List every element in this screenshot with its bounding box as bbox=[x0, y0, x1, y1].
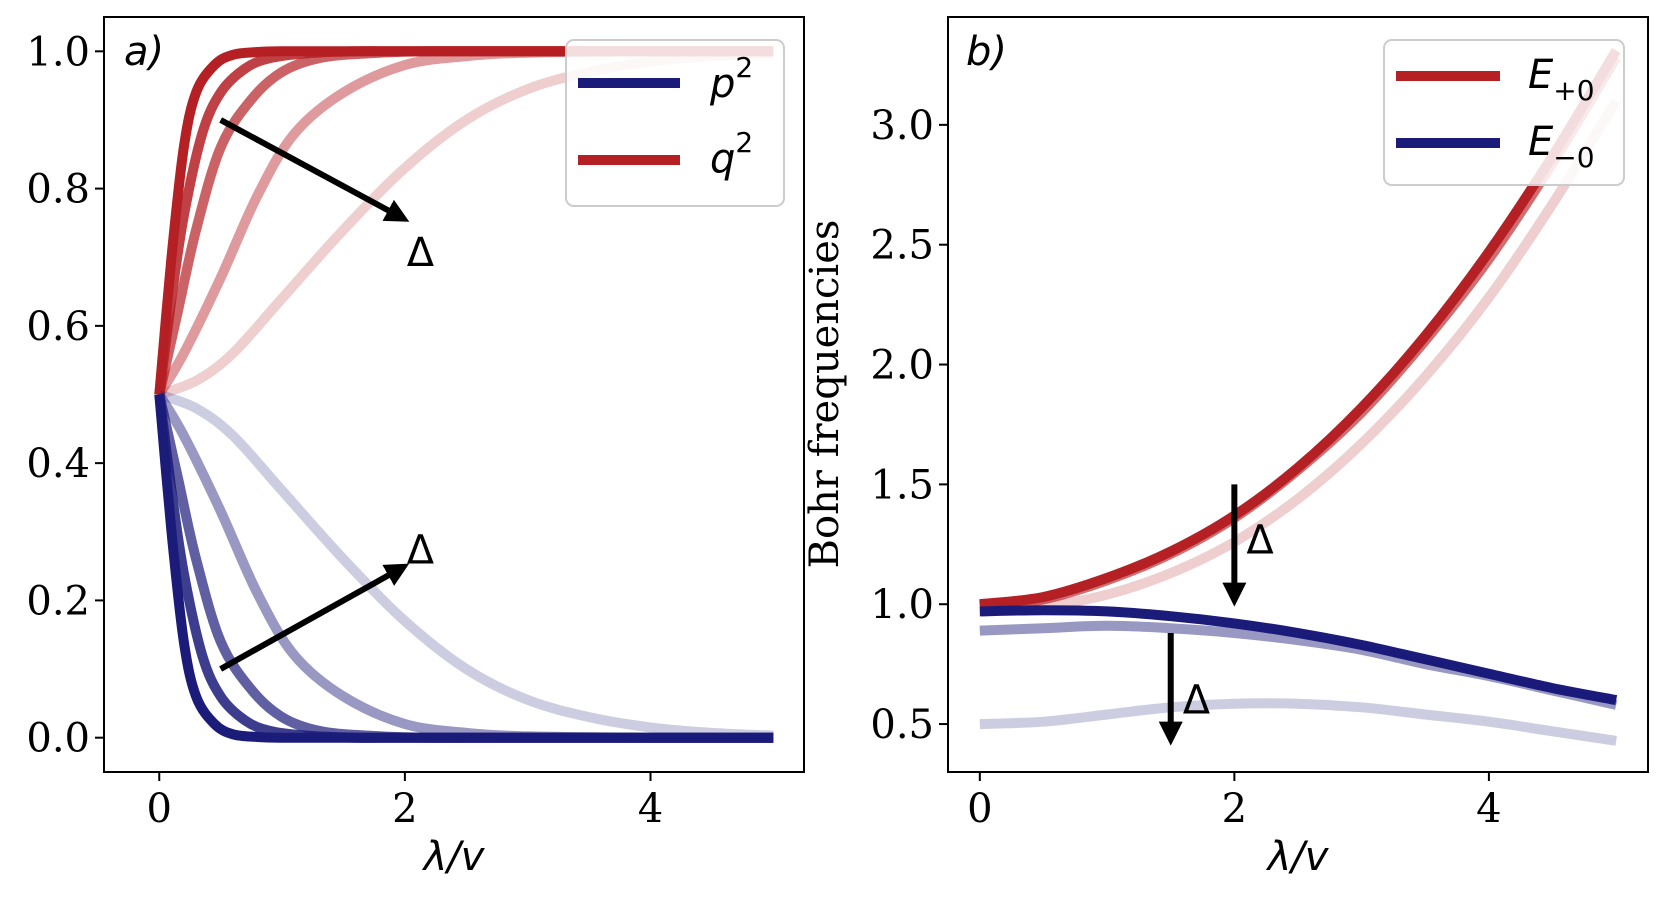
panel-a-curves bbox=[154, 46, 774, 743]
legend-label-p2: p2 bbox=[709, 51, 753, 107]
panel-a-x-label: λ/v bbox=[422, 834, 486, 880]
panel-b-y-ticks: 0.5 1.0 1.5 2.0 2.5 3.0 bbox=[870, 103, 948, 748]
series-line-e0-2 bbox=[979, 98, 1621, 617]
panel-b-label: b) bbox=[966, 29, 1007, 75]
series-line-p2-8 bbox=[155, 391, 774, 743]
x-tick-label: 2 bbox=[392, 786, 417, 832]
panel-b-legend: E+0 E−0 bbox=[1383, 39, 1625, 186]
panel-b-curves bbox=[979, 48, 1621, 746]
y-tick-label: 0.5 bbox=[870, 702, 934, 748]
y-tick-label: 0.4 bbox=[26, 441, 90, 487]
panel-b-axes-frame bbox=[947, 16, 1649, 773]
y-tick-label: 0.0 bbox=[26, 716, 90, 762]
x-tick-label: 4 bbox=[638, 786, 663, 832]
series-line-e0-5 bbox=[979, 698, 1617, 746]
panel-b-x-ticks: 0 2 4 bbox=[967, 772, 1502, 832]
panel-a-x-ticks: 0 2 4 bbox=[147, 772, 663, 832]
panel-b-y-label: Bohr frequencies bbox=[802, 220, 848, 569]
series-line-e0-3 bbox=[979, 605, 1618, 706]
series-line-p2-9 bbox=[157, 389, 774, 741]
annotation-delta-label: Δ bbox=[1183, 678, 1211, 724]
legend-label-e-plus0: E+0 bbox=[1528, 52, 1595, 107]
y-tick-label: 1.5 bbox=[870, 462, 934, 508]
panel-a-label: a) bbox=[124, 29, 164, 75]
panel-b: 0 2 4 0.5 1.0 1.5 2.0 2.5 3.0 b) λ/v Bohr frequ… bbox=[802, 16, 1649, 880]
annotation-arrow bbox=[219, 563, 410, 672]
x-tick-label: 0 bbox=[967, 786, 992, 832]
panel-a-legend: p2 q2 bbox=[565, 39, 785, 207]
y-tick-label: 3.0 bbox=[870, 103, 934, 149]
x-tick-label: 4 bbox=[1476, 786, 1501, 832]
panel-a-y-ticks: 0.0 0.2 0.4 0.6 0.8 1.0 bbox=[26, 29, 104, 762]
y-tick-label: 0.8 bbox=[26, 167, 90, 213]
panel-a-axes-frame bbox=[103, 16, 805, 773]
y-tick-label: 2.0 bbox=[870, 343, 934, 389]
y-tick-label: 0.2 bbox=[26, 578, 90, 624]
series-line-e0-1 bbox=[979, 55, 1621, 612]
annotation-arrow bbox=[219, 117, 410, 222]
legend-label-e-minus0: E−0 bbox=[1528, 119, 1595, 174]
panel-a-annotations: ΔΔ bbox=[219, 117, 435, 672]
y-tick-label: 1.0 bbox=[26, 29, 90, 75]
y-tick-label: 0.6 bbox=[26, 304, 90, 350]
panel-b-x-label: λ/v bbox=[1266, 834, 1330, 880]
panel-b-annotations: ΔΔ bbox=[1158, 484, 1274, 746]
annotation-delta-label: Δ bbox=[1246, 518, 1274, 564]
annotation-delta-label: Δ bbox=[407, 230, 435, 276]
annotation-delta-label: Δ bbox=[407, 528, 435, 574]
x-tick-label: 0 bbox=[147, 786, 172, 832]
x-tick-label: 2 bbox=[1222, 786, 1247, 832]
series-line-p2-7 bbox=[154, 393, 774, 743]
y-tick-label: 1.0 bbox=[870, 582, 934, 628]
legend-label-q2: q2 bbox=[710, 126, 753, 182]
y-tick-label: 2.5 bbox=[870, 223, 934, 269]
series-line-e0-4 bbox=[979, 620, 1618, 710]
